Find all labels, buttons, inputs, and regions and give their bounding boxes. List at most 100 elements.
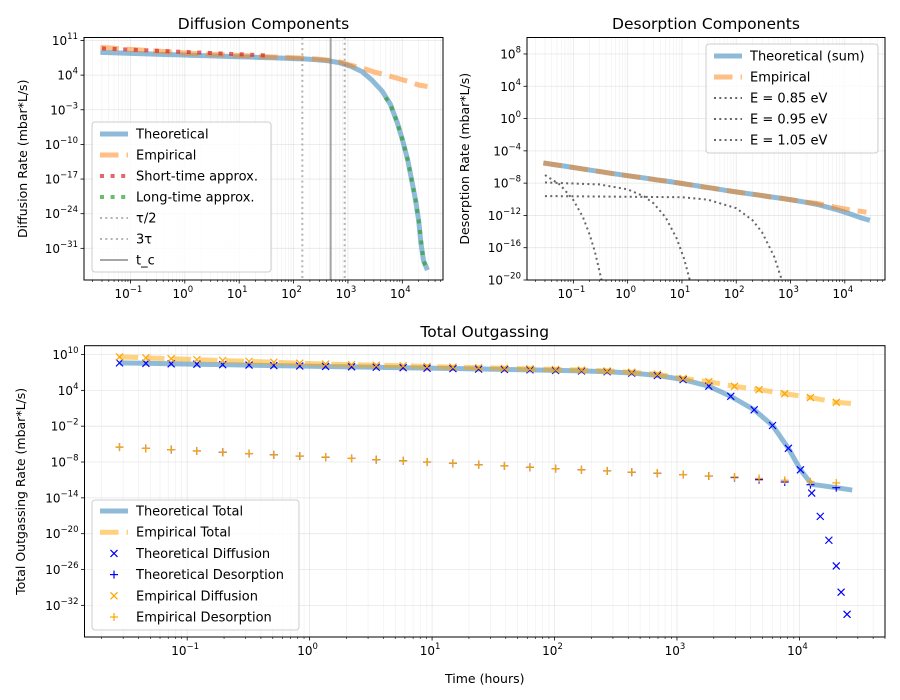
- legend-label: Theoretical Diffusion: [135, 547, 270, 562]
- x-tick-label: 102: [724, 285, 745, 301]
- y-tick-label: 10−3: [50, 101, 78, 117]
- series-empirical-diffusion-point: [218, 356, 227, 365]
- legend-label: 3τ: [136, 233, 152, 248]
- legend-label: Empirical Total: [136, 526, 231, 541]
- series-empirical-desorption-point: [551, 464, 560, 473]
- series-theoretical-diffusion-point: [295, 362, 304, 370]
- series-theoretical-diffusion-point: [653, 371, 662, 380]
- subplot-2: 1010 104 10−2 10−8 10−14 10−20 10−26 10−32 10−1 1…: [13, 323, 886, 686]
- series-empirical-desorption-point: [372, 455, 381, 464]
- series-empirical-diffusion-point: [372, 361, 381, 370]
- legend-entry: Theoretical Desorption: [110, 568, 284, 583]
- series-theoretical-diffusion-point: [577, 366, 586, 375]
- series-theoretical-diffusion-point: [500, 365, 509, 374]
- series-empirical-desorption-point: [115, 443, 124, 452]
- subplot-title: Desorption Components: [612, 15, 800, 33]
- series-empirical-desorption-point: [192, 446, 201, 455]
- legend-entry: Short-time approx.: [100, 170, 258, 185]
- series-empirical-desorption-point: [603, 466, 612, 475]
- axes-frame: [526, 37, 886, 281]
- y-tick-label: 10−24: [45, 205, 78, 221]
- series-empirical-desorption-point: [245, 449, 254, 458]
- series-theoretical-diffusion-point: [115, 358, 124, 367]
- legend-label: E = 0.85 eV: [750, 92, 827, 107]
- y-axis-label: Total Outgassing Rate (mbar*L/s): [13, 388, 28, 596]
- series-empirical-desorption-point: [704, 472, 713, 481]
- legend-label: Theoretical Desorption: [135, 568, 284, 583]
- legend: Theoretical (sum) Empirical E = 0.85 eV E =…: [705, 43, 879, 154]
- legend-label: Theoretical Total: [135, 505, 243, 520]
- series-empirical-diffusion-point: [295, 359, 304, 368]
- x-tick-label: 100: [172, 285, 193, 301]
- series-empirical-diffusion-point: [679, 374, 688, 383]
- legend-label: Long-time approx.: [136, 191, 255, 206]
- series-theoretical-diffusion-point: [837, 588, 846, 597]
- legend-entry: Empirical Desorption: [110, 611, 272, 626]
- series-empirical-desorption-point: [269, 450, 278, 459]
- series-theoretical-diffusion-point: [816, 512, 825, 521]
- legend-entry: Theoretical Diffusion: [110, 547, 270, 562]
- series-empirical-diffusion-point: [321, 360, 330, 369]
- series-theoretical-diffusion-point: [843, 610, 851, 619]
- x-tick-label: 102: [281, 285, 302, 301]
- x-tick-label: 10−1: [115, 285, 143, 301]
- series-long-time-approx--line: [383, 96, 430, 271]
- series-theoretical-diffusion-point: [679, 375, 688, 384]
- series-empirical-desorption-point: [730, 472, 739, 481]
- series-empirical-desorption-point: [474, 460, 483, 469]
- series-empirical-desorption-point: [755, 474, 764, 483]
- series-theoretical-diffusion-point: [726, 392, 735, 401]
- y-tick-label: 100: [500, 110, 521, 126]
- legend-entry: τ/2: [100, 212, 156, 227]
- legend-label: Empirical: [136, 149, 196, 164]
- series-empirical-desorption-point: [653, 469, 662, 478]
- legend-label: Theoretical (sum): [749, 50, 865, 65]
- x-tick-label: 101: [227, 285, 248, 301]
- legend-entry: Empirical Diffusion: [110, 589, 258, 604]
- y-tick-label: 10−20: [488, 272, 521, 288]
- series-empirical-diffusion-point: [115, 352, 124, 361]
- series-empirical-diffusion-point: [627, 368, 636, 377]
- x-tick-label: 104: [832, 285, 853, 301]
- legend-entry: Long-time approx.: [100, 191, 255, 206]
- series-theoretical-diffusion-point: [474, 365, 483, 373]
- series-empirical-diffusion-point: [832, 398, 841, 407]
- series-theoretical-diffusion-point: [768, 421, 777, 430]
- series-theoretical-diffusion-point: [526, 365, 534, 374]
- plot-area: [115, 352, 853, 619]
- series-empirical-diffusion-point: [399, 361, 408, 370]
- series-theoretical-diffusion-point: [796, 465, 805, 474]
- series-empirical-desorption-point: [577, 465, 586, 474]
- legend-label: Empirical Diffusion: [136, 589, 258, 604]
- plot-area: [100, 37, 430, 280]
- y-tick-label: 10−31: [45, 240, 78, 256]
- x-tick-label: 101: [420, 642, 441, 658]
- subplot-1: 108 104 100 10−4 10−8 10−12 10−16 10−20 10−1 100 1…: [457, 15, 886, 301]
- series-empirical-desorption-point: [627, 468, 636, 477]
- y-tick-label: 10−10: [45, 136, 78, 152]
- series-empirical-desorption-point: [525, 463, 534, 472]
- legend-entry: Empirical Total: [100, 526, 231, 541]
- series-theoretical-diffusion-point: [449, 364, 457, 373]
- y-tick-label: 10−8: [493, 175, 521, 191]
- axes-frame: [84, 345, 886, 638]
- y-tick-label: 108: [500, 45, 521, 61]
- series-empirical-diffusion-point: [526, 364, 534, 373]
- legend-entry: Theoretical (sum): [714, 50, 865, 65]
- series-empirical-diffusion-point: [167, 354, 176, 363]
- series-empirical-diffusion-point: [347, 360, 356, 369]
- legend-box: [91, 499, 300, 631]
- y-tick-label: 10−16: [488, 239, 521, 255]
- series-empirical-desorption-point: [347, 454, 356, 463]
- y-tick-label: 10−20: [45, 525, 78, 541]
- x-tick-label: 101: [670, 285, 691, 301]
- series-theoretical-diffusion-point: [784, 444, 793, 453]
- series-empirical-diffusion-point: [245, 357, 253, 366]
- legend-entry: E = 1.05 eV: [714, 134, 827, 149]
- y-tick-label: 10−4: [493, 142, 521, 158]
- series-empirical-diffusion-point: [603, 366, 612, 375]
- series-theoretical-diffusion-point: [824, 536, 833, 545]
- series-empirical-desorption-point: [423, 458, 432, 467]
- x-tick-label: 104: [390, 285, 411, 301]
- legend: Theoretical Empirical Short-time approx. Lo…: [91, 121, 272, 273]
